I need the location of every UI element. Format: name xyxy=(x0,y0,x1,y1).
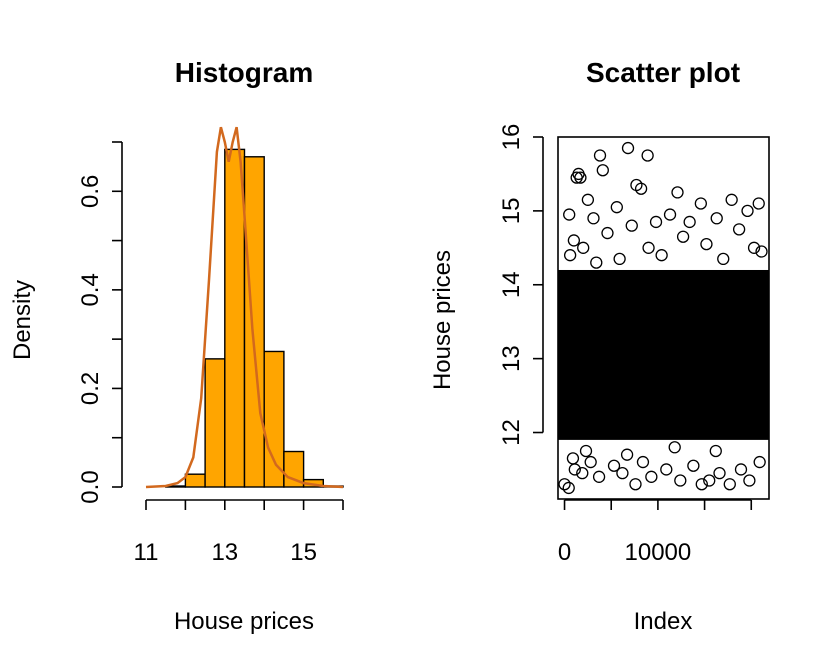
scatter-point xyxy=(747,241,761,254)
scatter-point xyxy=(734,463,748,476)
scatter-point xyxy=(710,212,723,225)
scatter-point xyxy=(629,478,642,491)
scatter-point xyxy=(753,455,766,469)
histogram-panel: Histogram 0.0 0.2 0.4 0.6 11 13 15 House pric… xyxy=(9,57,344,635)
scatter-y-tick-label: 13 xyxy=(498,345,525,372)
scatter-points xyxy=(558,141,768,495)
scatter-point xyxy=(743,474,756,487)
scatter-point xyxy=(663,208,677,221)
scatter-point xyxy=(671,186,684,199)
scatter-point xyxy=(563,249,577,262)
scatter-point xyxy=(579,444,593,458)
histogram-x-tick-label: 13 xyxy=(211,539,238,566)
scatter-point xyxy=(645,470,658,483)
scatter-point xyxy=(574,171,587,184)
scatter-point xyxy=(593,149,607,162)
scatter-point xyxy=(687,459,700,472)
histogram-x-tick-label: 11 xyxy=(134,539,159,566)
scatter-point xyxy=(695,478,708,491)
scatter-point xyxy=(732,223,746,236)
histogram-bar xyxy=(204,358,226,488)
scatter-point xyxy=(567,234,581,247)
scatter-point xyxy=(613,252,626,266)
scatter-point xyxy=(717,252,730,266)
scatter-point xyxy=(655,249,668,262)
scatter-x-tick-label: 10000 xyxy=(625,539,692,566)
scatter-point xyxy=(649,215,663,229)
scatter-point xyxy=(563,208,576,221)
scatter-point xyxy=(562,481,575,495)
scatter-dense-band xyxy=(558,269,769,440)
scatter-point xyxy=(601,226,614,240)
histogram-bars xyxy=(164,148,344,488)
scatter-point xyxy=(660,463,673,476)
scatter-point xyxy=(641,149,654,162)
scatter-panel: Scatter plot 12 13 14 15 16 0 10000 Index Hou… xyxy=(429,57,770,635)
scatter-point xyxy=(709,444,722,458)
scatter-point xyxy=(741,204,754,218)
scatter-point xyxy=(607,459,621,472)
scatter-point xyxy=(625,219,638,232)
scatter-point xyxy=(634,182,648,195)
scatter-point xyxy=(725,193,738,206)
scatter-point xyxy=(587,212,600,225)
histogram-x-label: House prices xyxy=(174,608,314,635)
scatter-point xyxy=(616,466,629,480)
scatter-point xyxy=(558,478,571,491)
scatter-point xyxy=(676,230,690,243)
histogram-bar xyxy=(184,473,206,488)
histogram-bar xyxy=(243,156,265,488)
scatter-point xyxy=(723,478,736,491)
scatter-y-axis: 12 13 14 15 16 xyxy=(498,124,544,446)
scatter-point xyxy=(596,164,609,177)
scatter-x-label: Index xyxy=(634,608,693,635)
scatter-point xyxy=(590,256,603,269)
scatter-point xyxy=(620,448,634,461)
histogram-y-tick-label: 0.6 xyxy=(77,175,104,208)
scatter-point xyxy=(566,452,580,465)
histogram-y-tick-label: 0.0 xyxy=(77,470,104,503)
scatter-title: Scatter plot xyxy=(586,57,740,88)
histogram-y-tick-label: 0.4 xyxy=(77,273,104,306)
scatter-point xyxy=(683,215,696,229)
scatter-x-axis: 0 10000 xyxy=(558,499,753,566)
histogram-y-tick-label: 0.2 xyxy=(77,372,104,405)
histogram-y-label: Density xyxy=(9,280,36,360)
histogram-bar xyxy=(263,350,285,488)
scatter-plot-frame xyxy=(557,136,770,500)
scatter-point xyxy=(752,197,765,210)
scatter-point xyxy=(576,466,589,480)
density-curve xyxy=(145,126,344,489)
scatter-x-tick-label: 0 xyxy=(558,539,571,566)
scatter-point xyxy=(642,241,655,254)
scatter-point xyxy=(584,455,597,469)
scatter-y-tick-label: 12 xyxy=(498,419,525,446)
scatter-point xyxy=(694,197,707,210)
scatter-point xyxy=(636,455,650,469)
scatter-y-tick-label: 15 xyxy=(498,198,525,225)
scatter-point xyxy=(703,474,716,487)
scatter-point xyxy=(621,141,635,155)
scatter-y-tick-label: 14 xyxy=(498,271,525,298)
scatter-point xyxy=(700,237,713,251)
histogram-x-axis: 11 13 15 xyxy=(134,499,344,566)
scatter-point xyxy=(713,466,726,480)
histogram-y-axis: 0.0 0.2 0.4 0.6 xyxy=(77,141,123,504)
histogram-x-tick-label: 15 xyxy=(290,539,317,566)
scatter-y-label: House prices xyxy=(429,250,456,390)
histogram-bar xyxy=(224,148,246,488)
scatter-point xyxy=(755,245,768,258)
scatter-y-tick-label: 16 xyxy=(498,124,525,151)
scatter-point xyxy=(581,193,595,206)
histogram-title: Histogram xyxy=(175,57,313,88)
scatter-point xyxy=(577,241,590,254)
scatter-point xyxy=(674,474,687,487)
scatter-point xyxy=(610,201,623,214)
scatter-point xyxy=(668,441,681,454)
scatter-point xyxy=(592,470,606,483)
